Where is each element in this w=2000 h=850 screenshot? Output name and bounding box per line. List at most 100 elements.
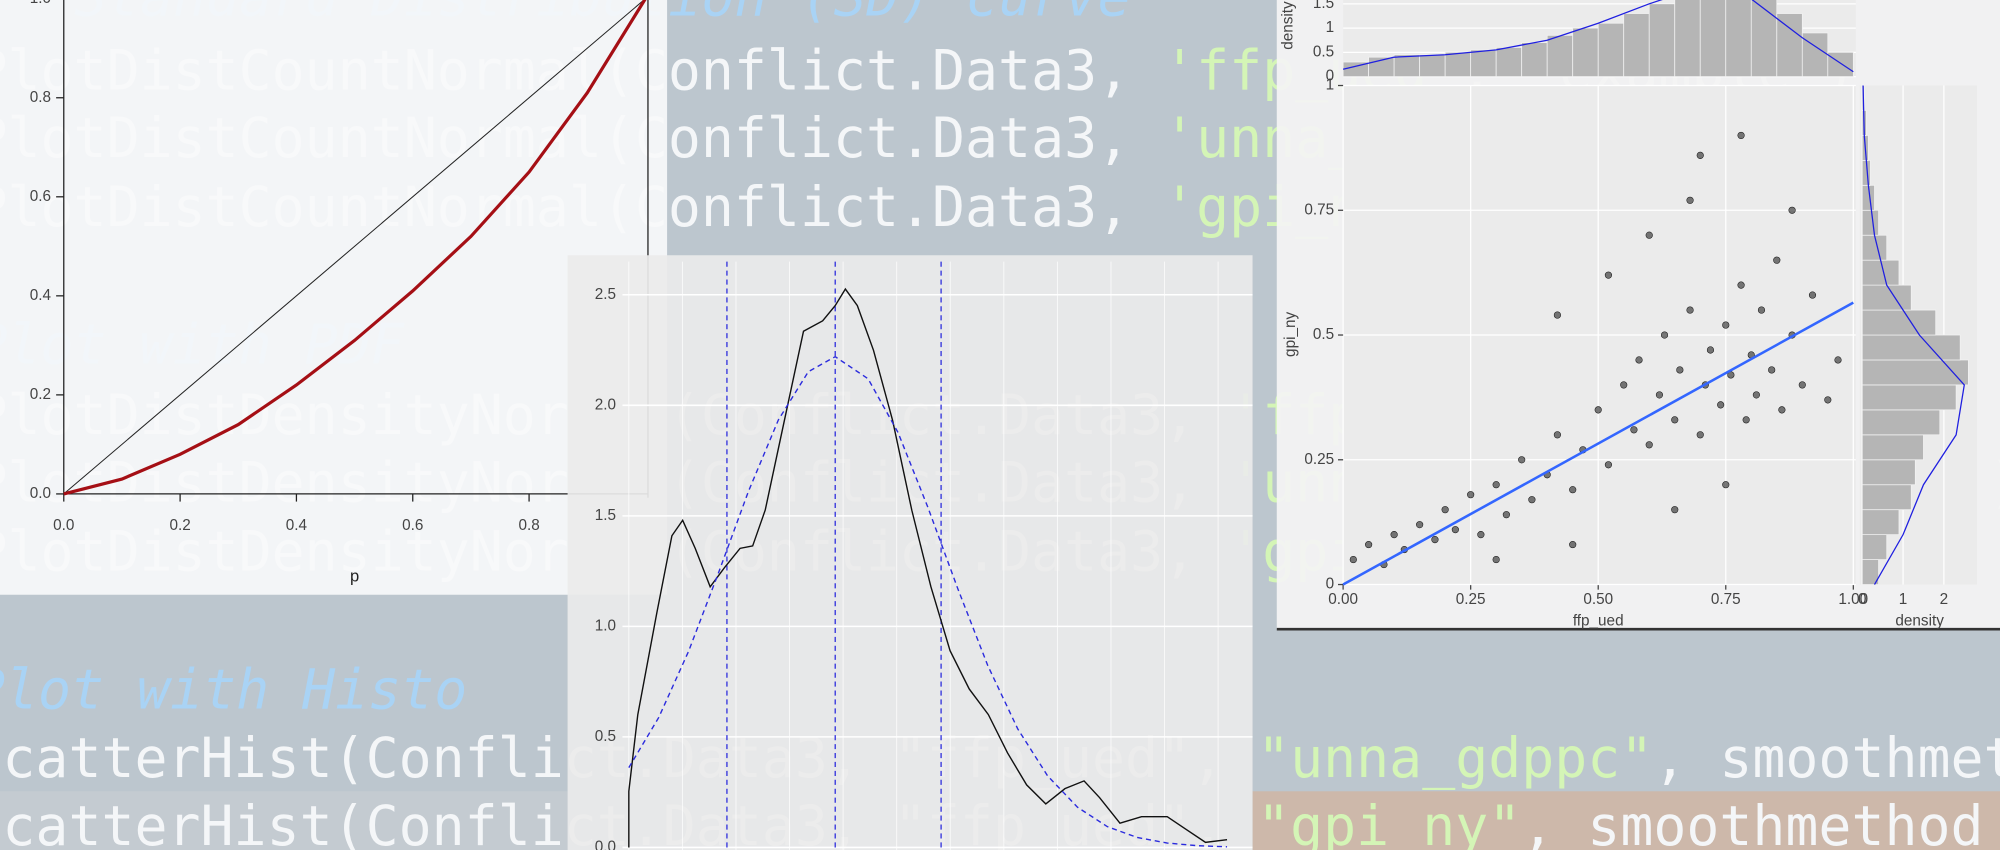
x-tick-label: 0.0 — [53, 517, 74, 534]
curve — [63, 0, 647, 496]
point — [1620, 381, 1628, 389]
point — [1645, 231, 1653, 239]
point — [1390, 531, 1398, 539]
x-tick-label: 0.75 — [1711, 591, 1741, 608]
point — [1441, 506, 1449, 514]
point — [1594, 406, 1602, 414]
point — [1528, 496, 1536, 504]
point — [1824, 396, 1832, 404]
point — [1778, 406, 1786, 414]
point — [1645, 441, 1653, 449]
point — [1722, 321, 1730, 329]
point — [1671, 506, 1679, 514]
point — [1706, 346, 1715, 354]
x-tick-label: 0.25 — [1456, 591, 1486, 608]
point — [1477, 531, 1485, 539]
histogram-bar — [1725, 0, 1752, 77]
x-axis-title: density — [1895, 613, 1944, 630]
density-curve — [628, 355, 1228, 848]
point — [1768, 366, 1776, 374]
code-token: "gpi_ny" — [1257, 794, 1521, 850]
point — [1416, 521, 1424, 529]
histogram-bar — [1495, 47, 1523, 77]
point — [1492, 481, 1500, 489]
code-token: Plot with Histo — [0, 657, 467, 721]
y-tick-label: 1.0 — [595, 617, 616, 634]
y-tick-label: 1.0 — [30, 0, 51, 7]
density-curve — [628, 287, 1228, 848]
x-tick-label: 1 — [1899, 591, 1908, 608]
code-token: "unna_gdppc" — [1257, 726, 1653, 790]
histogram-bar — [1393, 54, 1421, 77]
x-tick-label: 2 — [1940, 591, 1949, 608]
current-line-highlight — [0, 791, 568, 850]
histogram-bar — [1861, 434, 1924, 461]
histogram-bar — [1861, 334, 1961, 361]
y-tick-label: 0.4 — [30, 287, 52, 304]
point — [1569, 541, 1577, 549]
point — [1569, 486, 1577, 494]
point — [1757, 306, 1766, 314]
histogram-bar — [1861, 234, 1888, 261]
code-token: , smoothmethod — [1521, 794, 1983, 850]
selection-highlight — [1252, 791, 2000, 850]
x-tick-label: 0 — [1858, 591, 1867, 608]
histogram-bar — [1419, 54, 1446, 77]
point — [1752, 391, 1760, 399]
point — [1553, 311, 1561, 319]
x-axis-title: ffp_ued — [1573, 613, 1624, 630]
y-tick-label: 0.5 — [1313, 326, 1334, 343]
point — [1660, 331, 1669, 339]
histogram-bar — [1750, 0, 1778, 77]
histogram-bar — [1861, 284, 1912, 311]
y-tick-label: 0.5 — [1313, 43, 1334, 60]
x-tick-label: 0.8 — [518, 517, 539, 534]
point — [1431, 536, 1439, 544]
point — [1798, 381, 1806, 389]
histogram-bar — [1444, 51, 1472, 77]
histogram-bar — [1861, 409, 1941, 436]
point — [1635, 356, 1643, 364]
histogram-bar — [1861, 509, 1900, 536]
point — [1604, 461, 1612, 469]
fit-line — [1342, 301, 1854, 586]
y-tick-label: 0.75 — [1304, 201, 1334, 218]
point — [1518, 456, 1526, 464]
point — [1553, 431, 1561, 439]
point — [1686, 306, 1694, 314]
code-line: Plot with Histo — [0, 657, 467, 721]
plot-panel — [567, 255, 1253, 850]
histogram-bar — [1699, 0, 1727, 77]
y-tick-label: 0.8 — [30, 89, 51, 106]
point — [1467, 491, 1475, 499]
point — [1834, 356, 1842, 364]
histogram-bar — [1470, 49, 1497, 77]
histogram-bar — [1623, 13, 1650, 77]
y-tick-label: 1 — [1326, 19, 1335, 36]
plot-panel — [0, 0, 668, 595]
y-tick-label: 1.5 — [595, 507, 616, 524]
histogram-bar — [1861, 484, 1912, 511]
point — [1717, 401, 1725, 409]
y-tick-label: 0 — [1326, 576, 1335, 593]
point — [1676, 366, 1684, 374]
point — [1671, 416, 1679, 424]
y-tick-label: 0.0 — [595, 838, 616, 850]
y-tick-label: 0.25 — [1304, 451, 1334, 468]
point — [1773, 256, 1781, 264]
point — [1349, 556, 1357, 564]
point — [1365, 541, 1373, 549]
histogram-bar — [1521, 42, 1548, 77]
x-tick-label: 0.50 — [1583, 591, 1613, 608]
histogram-bar — [1861, 259, 1900, 286]
point — [1451, 526, 1459, 534]
histogram-bar — [1801, 32, 1829, 77]
y-axis-title: gpi_ny — [1282, 311, 1299, 356]
y-tick-label: 1.5 — [1313, 0, 1334, 12]
histogram-bar — [1861, 459, 1916, 486]
point — [1737, 131, 1745, 139]
y-tick-label: 1 — [1326, 77, 1335, 94]
point — [1630, 426, 1638, 434]
